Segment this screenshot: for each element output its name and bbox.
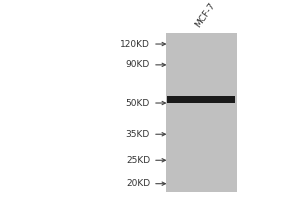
- Text: MCF-7: MCF-7: [194, 1, 217, 29]
- Text: 20KD: 20KD: [126, 179, 150, 188]
- Text: 25KD: 25KD: [126, 156, 150, 165]
- Text: 90KD: 90KD: [126, 60, 150, 69]
- Bar: [167, 96, 235, 103]
- Bar: [167, 33, 237, 192]
- Text: 35KD: 35KD: [126, 130, 150, 139]
- Text: 120KD: 120KD: [120, 40, 150, 49]
- Text: 50KD: 50KD: [126, 99, 150, 108]
